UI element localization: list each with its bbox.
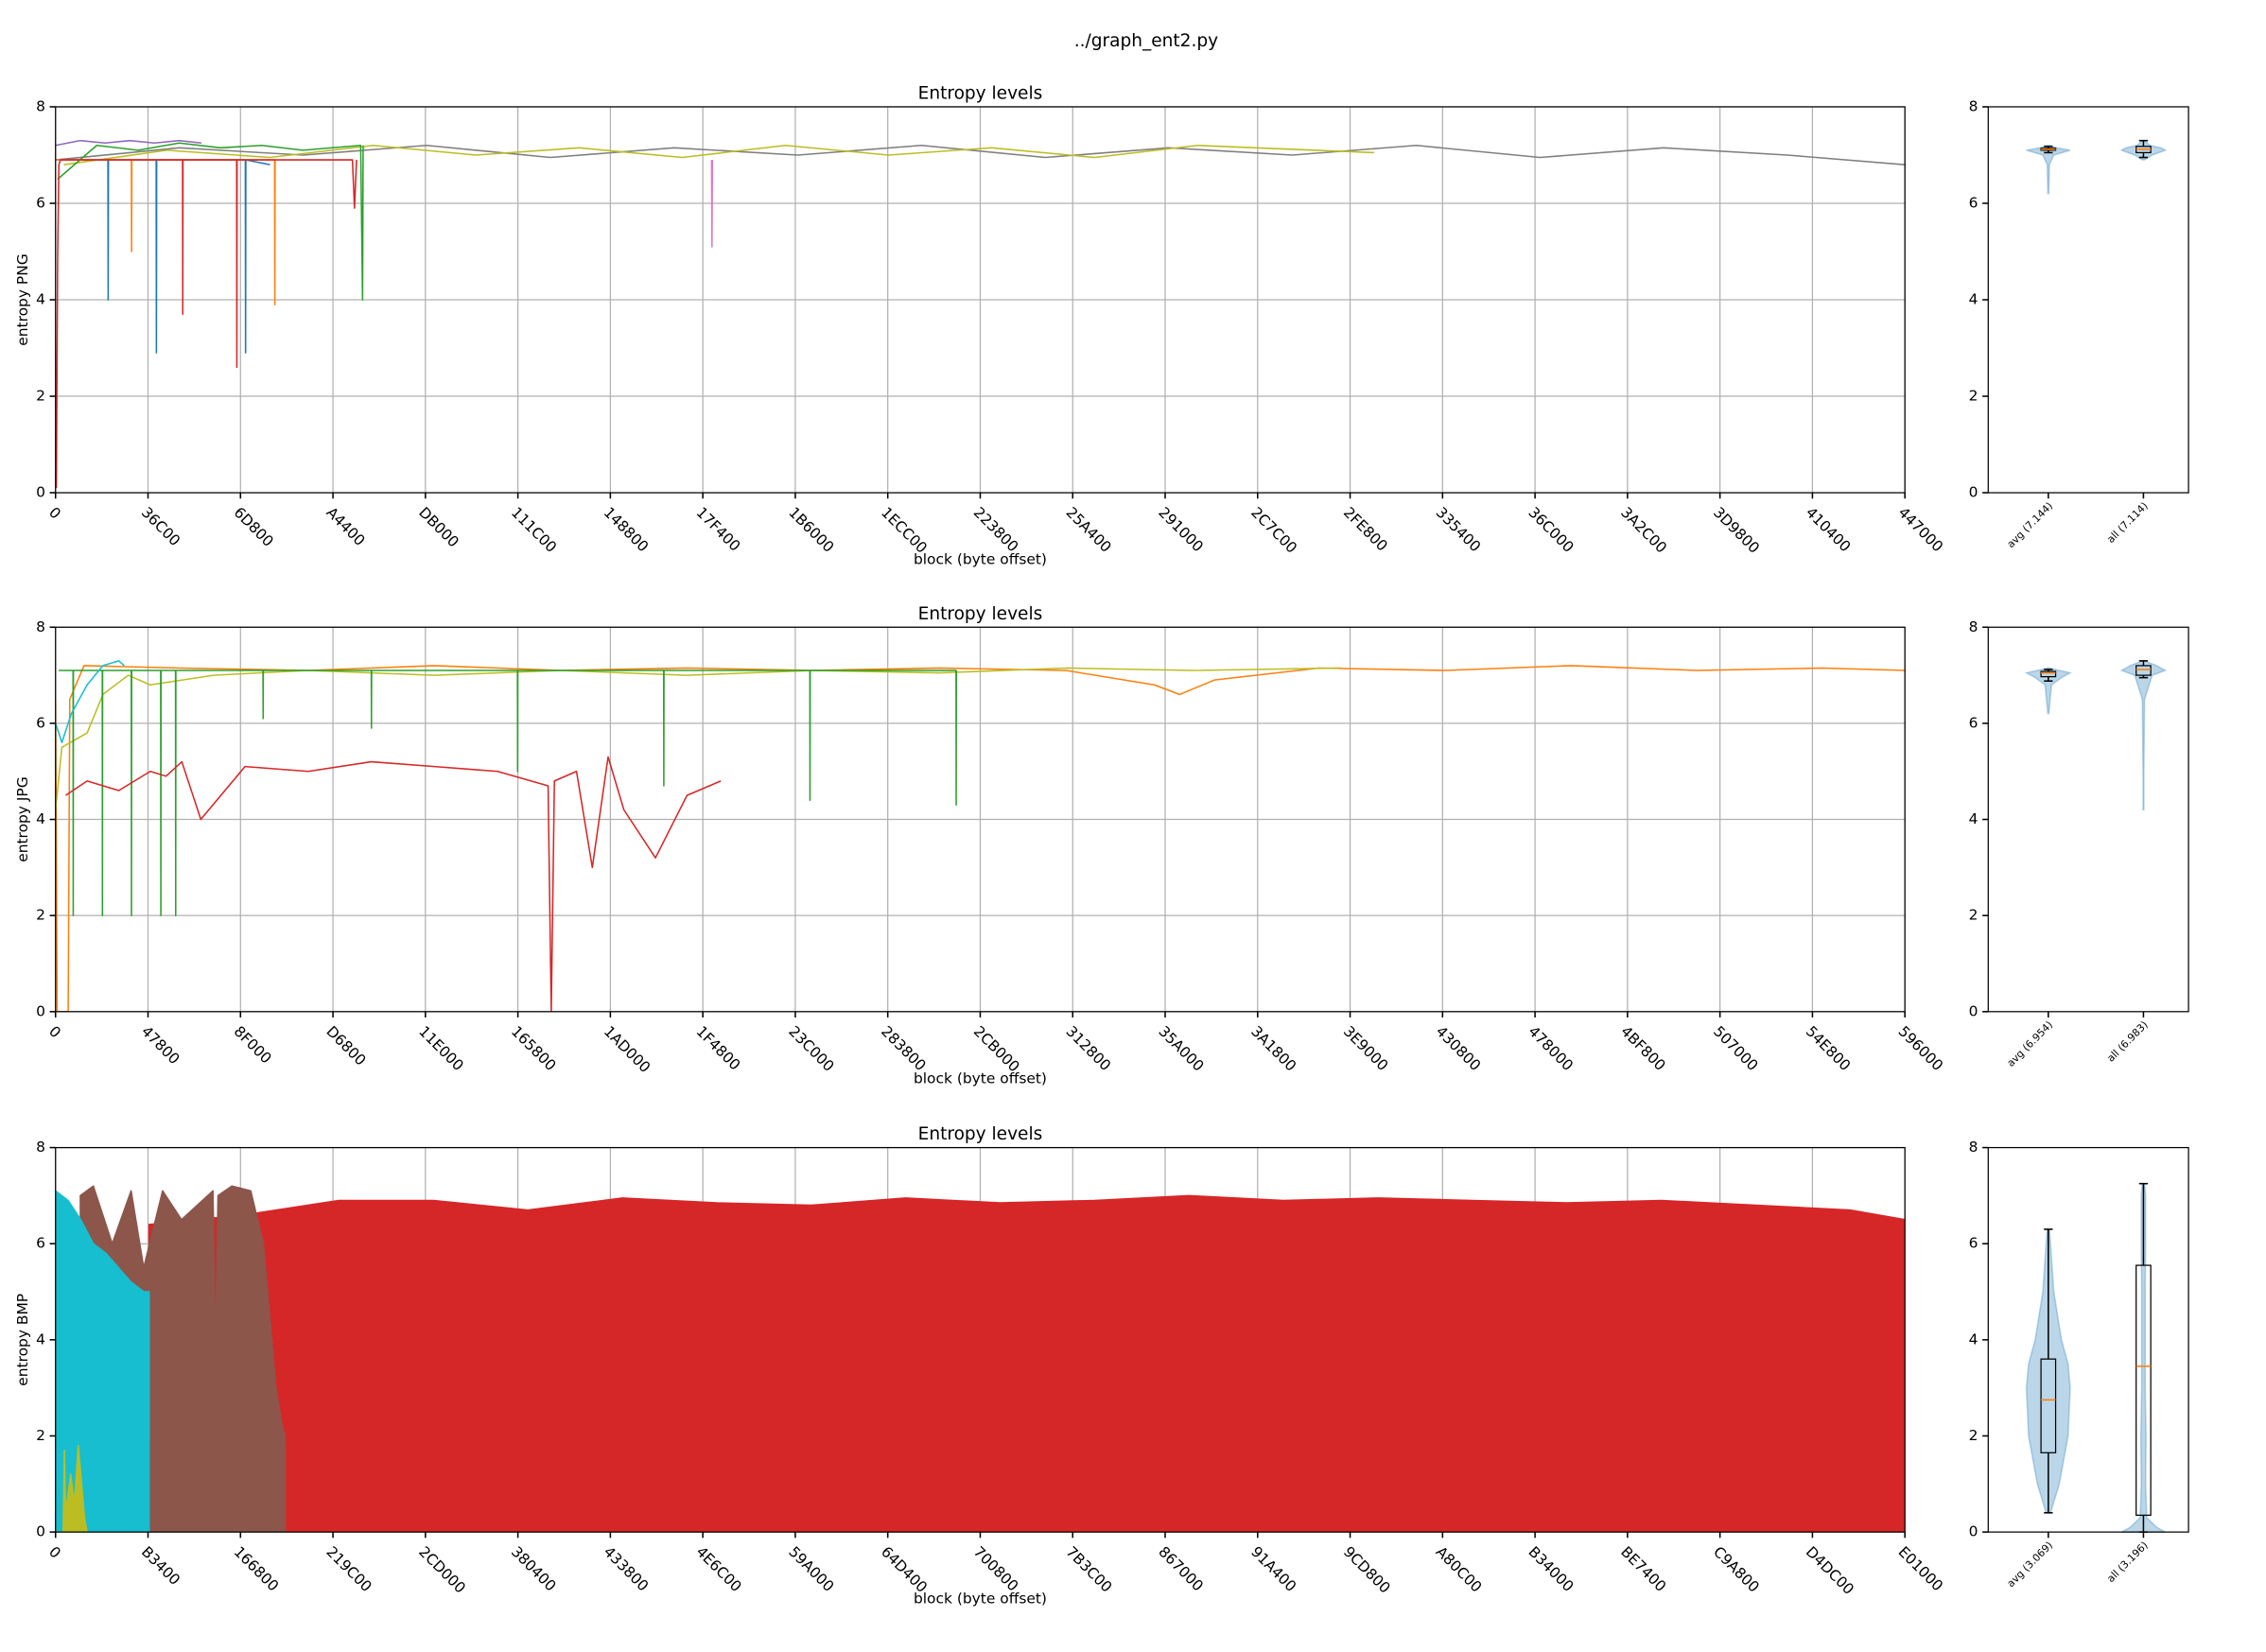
y-tick-label: 8 [36,618,45,635]
axes-frame [55,1146,1906,1533]
y-tick-label: 6 [1969,1235,1978,1252]
plot-area [55,660,1906,1012]
y-tick-label: 0 [36,1523,45,1540]
y-tick-label: 4 [36,291,45,308]
box [2135,1264,2152,1516]
y-tick-label: 2 [36,1427,45,1444]
y-tick-label: 4 [36,1330,45,1348]
y-tick-label: 8 [1969,618,1978,635]
y-tick-label: 2 [1969,1427,1978,1444]
violin [2024,667,2073,715]
axes-frame [55,626,1906,1013]
y-tick-label: 4 [36,810,45,827]
figure-title: ../graph_ent2.py [1074,31,1218,51]
x-axis-label: block (byte offset) [914,1591,1047,1608]
axes-frame [1987,1146,2189,1533]
y-tick-label: 0 [1969,1002,1978,1019]
y-tick-label: 6 [36,714,45,731]
line [55,144,1906,165]
y-tick-label: 4 [1969,291,1978,308]
y-tick-label: 6 [36,1235,45,1252]
line [59,669,957,916]
y-tick-label: 8 [1969,1139,1978,1156]
y-tick-label: 0 [36,1002,45,1019]
y-tick-label: 2 [1969,907,1978,924]
y-tick-label: 4 [1969,1330,1978,1348]
line [55,660,125,744]
axes-title: Entropy levels [918,84,1043,104]
axes-title: Entropy levels [918,1124,1043,1144]
box [2135,665,2152,676]
x-axis-label: block (byte offset) [914,1069,1047,1087]
line [64,756,722,1012]
y-tick-label: 2 [36,907,45,924]
x-axis-label: block (byte offset) [914,551,1047,568]
y-axis-label: entropy JPG [14,776,31,861]
y-tick-label: 0 [36,484,45,501]
y-tick-label: 8 [36,1139,45,1156]
line [55,665,1906,1012]
axes-frame [1987,626,2189,1013]
box [2040,670,2057,678]
plot-area [55,139,1906,488]
axes-frame [1987,106,2189,494]
y-tick-label: 6 [1969,194,1978,211]
y-axis-label: entropy PNG [14,253,31,345]
plot-area [55,1185,1906,1533]
line [55,159,357,488]
line [710,160,714,248]
y-tick-label: 2 [1969,388,1978,405]
y-axis-label: entropy BMP [14,1294,31,1386]
y-tick-label: 0 [1969,1523,1978,1540]
y-tick-label: 8 [36,97,45,114]
axes-title: Entropy levels [918,604,1043,624]
box [2040,1358,2057,1453]
area [55,1444,88,1533]
y-tick-label: 0 [1969,484,1978,501]
axes-frame [55,106,1906,494]
line [57,159,270,354]
y-tick-label: 2 [36,388,45,405]
line [63,144,1375,165]
area [148,1194,1906,1533]
y-tick-label: 6 [36,194,45,211]
violin [2026,144,2071,195]
line [57,142,364,301]
y-tick-label: 4 [1969,810,1978,827]
y-tick-label: 6 [1969,714,1978,731]
line [55,139,202,147]
y-tick-label: 8 [1969,97,1978,114]
